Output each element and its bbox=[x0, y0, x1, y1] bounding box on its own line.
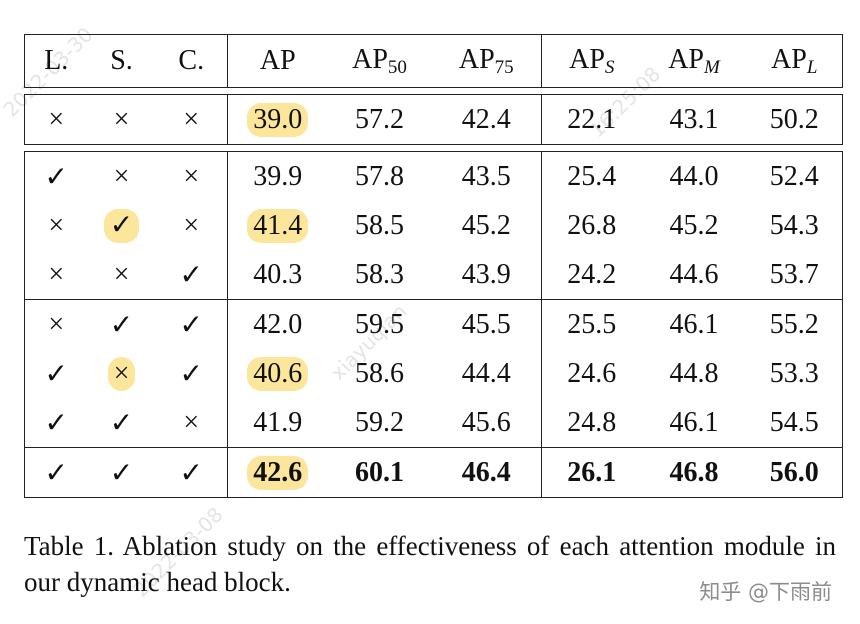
cell-ap50: 58.3 bbox=[327, 250, 432, 300]
cell-ap75: 43.9 bbox=[431, 250, 542, 300]
ablation-table: L. S. C. AP AP50 AP75 APS APM APL × × × … bbox=[24, 34, 843, 498]
cell-l: × bbox=[24, 250, 88, 300]
cell-aps: 24.2 bbox=[541, 250, 642, 300]
cell-apm: 44.6 bbox=[641, 250, 747, 300]
cell-aps: 25.4 bbox=[541, 151, 642, 201]
table-caption: Table 1. Ablation study on the effective… bbox=[24, 531, 836, 597]
cell-ap75: 45.6 bbox=[431, 398, 542, 448]
cell-aps: 24.8 bbox=[541, 398, 642, 448]
cell-ap75: 45.5 bbox=[431, 299, 542, 349]
table-row: × × × 39.0 57.2 42.4 22.1 43.1 50.2 bbox=[24, 94, 843, 145]
cell-ap75: 42.4 bbox=[431, 94, 542, 145]
cell-c: × bbox=[155, 398, 228, 448]
col-header-c: C. bbox=[155, 34, 228, 88]
cell-aps: 26.1 bbox=[541, 447, 642, 498]
cell-l: × bbox=[24, 299, 88, 349]
cell-ap50: 58.6 bbox=[355, 357, 404, 389]
highlight-mark: 39.0 bbox=[247, 102, 309, 137]
cell-apm: 45.2 bbox=[669, 209, 719, 241]
cell-s: ✓ bbox=[87, 398, 156, 448]
cell-s: ✓ bbox=[87, 447, 156, 498]
cell-apm: 44.0 bbox=[641, 151, 747, 201]
cell-apl: 56.0 bbox=[746, 447, 843, 498]
cell-apl: 50.2 bbox=[746, 94, 843, 145]
cell-s: × bbox=[87, 151, 156, 201]
cell-l: ✓ bbox=[24, 447, 88, 498]
table-row: ✓ × ✓ 40.6 58.6 44.4 24.6 44.8 53.3 bbox=[24, 349, 843, 398]
highlight-mark: 41.4 bbox=[247, 208, 309, 243]
table-row-best: ✓ ✓ ✓ 42.6 60.1 46.4 26.1 46.8 56.0 bbox=[24, 447, 843, 498]
cell-ap50: 59.2 bbox=[327, 398, 432, 448]
col-header-aps: APS bbox=[569, 43, 615, 78]
cell-apl: 54.3 bbox=[746, 201, 843, 250]
table-row: × × ✓ 40.3 58.3 43.9 24.2 44.6 53.7 bbox=[24, 250, 843, 300]
cell-c: × bbox=[155, 94, 228, 145]
cell-c: × bbox=[155, 151, 228, 201]
cell-ap75: 46.4 bbox=[431, 447, 542, 498]
table-row: × ✓ × 41.4 58.5 45.2 26.8 45.2 54.3 bbox=[24, 201, 843, 250]
cell-apl: 52.4 bbox=[746, 151, 843, 201]
cell-s: ✓ bbox=[88, 201, 156, 250]
highlight-mark: ✓ bbox=[103, 208, 140, 243]
cell-ap: 41.4 bbox=[228, 201, 328, 250]
cell-apl: 54.5 bbox=[746, 398, 843, 448]
cell-apl: 55.2 bbox=[746, 299, 843, 349]
col-header-apl: APL bbox=[746, 34, 843, 88]
cell-l: × bbox=[24, 201, 88, 250]
cell-s: × bbox=[87, 94, 156, 145]
site-watermark: 知乎 @下雨前 bbox=[699, 580, 832, 604]
cell-ap75: 44.4 bbox=[431, 349, 542, 398]
cell-ap75: 45.2 bbox=[431, 201, 542, 250]
highlight-mark: × bbox=[107, 356, 136, 391]
col-header-ap75: AP75 bbox=[431, 34, 542, 88]
cell-ap50: 58.5 bbox=[355, 209, 404, 241]
cell-l: ✓ bbox=[24, 349, 88, 398]
cell-apm: 43.1 bbox=[641, 94, 747, 145]
table-row: ✓ ✓ × 41.9 59.2 45.6 24.8 46.1 54.5 bbox=[24, 398, 843, 448]
cell-apm: 46.1 bbox=[641, 299, 747, 349]
cell-ap50: 57.8 bbox=[327, 151, 432, 201]
cell-apl: 53.7 bbox=[746, 250, 843, 300]
col-header-ap: AP bbox=[259, 45, 296, 76]
cell-aps: 25.5 bbox=[541, 299, 642, 349]
table-row: × ✓ ✓ 42.0 59.5 45.5 25.5 46.1 55.2 bbox=[24, 299, 843, 349]
cell-c: × bbox=[155, 201, 228, 250]
cell-ap: 42.0 bbox=[227, 299, 328, 349]
col-header-ap50: AP50 bbox=[352, 43, 407, 78]
cell-ap: 40.3 bbox=[227, 250, 328, 300]
cell-ap: 39.9 bbox=[227, 151, 328, 201]
cell-ap: 39.0 bbox=[227, 94, 328, 145]
col-header-apm: APM bbox=[668, 43, 720, 78]
cell-l: × bbox=[24, 94, 88, 145]
cell-apl: 53.3 bbox=[746, 349, 843, 398]
col-header-s: S. bbox=[110, 45, 133, 76]
table-header-row: L. S. C. AP AP50 AP75 APS APM APL bbox=[24, 34, 843, 88]
table-row: ✓ × × 39.9 57.8 43.5 25.4 44.0 52.4 bbox=[24, 151, 843, 201]
cell-aps: 22.1 bbox=[541, 94, 642, 145]
cell-s: ✓ bbox=[87, 299, 156, 349]
col-header-l: L. bbox=[24, 34, 88, 88]
cell-aps: 24.6 bbox=[567, 357, 617, 389]
cell-c: ✓ bbox=[155, 447, 228, 498]
cell-aps: 26.8 bbox=[567, 209, 617, 241]
cell-ap: 42.6 bbox=[227, 447, 328, 498]
cell-ap50: 59.5 bbox=[327, 299, 432, 349]
cell-apm: 46.1 bbox=[641, 398, 747, 448]
cell-ap: 40.6 bbox=[228, 349, 328, 398]
cell-apm: 44.8 bbox=[669, 357, 719, 389]
highlight-mark: 40.6 bbox=[247, 356, 309, 391]
cell-c: ✓ bbox=[155, 349, 228, 398]
cell-l: ✓ bbox=[24, 151, 88, 201]
cell-ap50: 57.2 bbox=[327, 94, 432, 145]
cell-ap50: 60.1 bbox=[327, 447, 432, 498]
highlight-mark: 42.6 bbox=[247, 455, 309, 490]
cell-ap: 41.9 bbox=[227, 398, 328, 448]
cell-c: ✓ bbox=[155, 299, 228, 349]
cell-l: ✓ bbox=[24, 398, 88, 448]
cell-c: ✓ bbox=[155, 250, 228, 300]
cell-ap75: 43.5 bbox=[431, 151, 542, 201]
cell-s: × bbox=[87, 250, 156, 300]
cell-apm: 46.8 bbox=[641, 447, 747, 498]
cell-s: × bbox=[88, 349, 156, 398]
